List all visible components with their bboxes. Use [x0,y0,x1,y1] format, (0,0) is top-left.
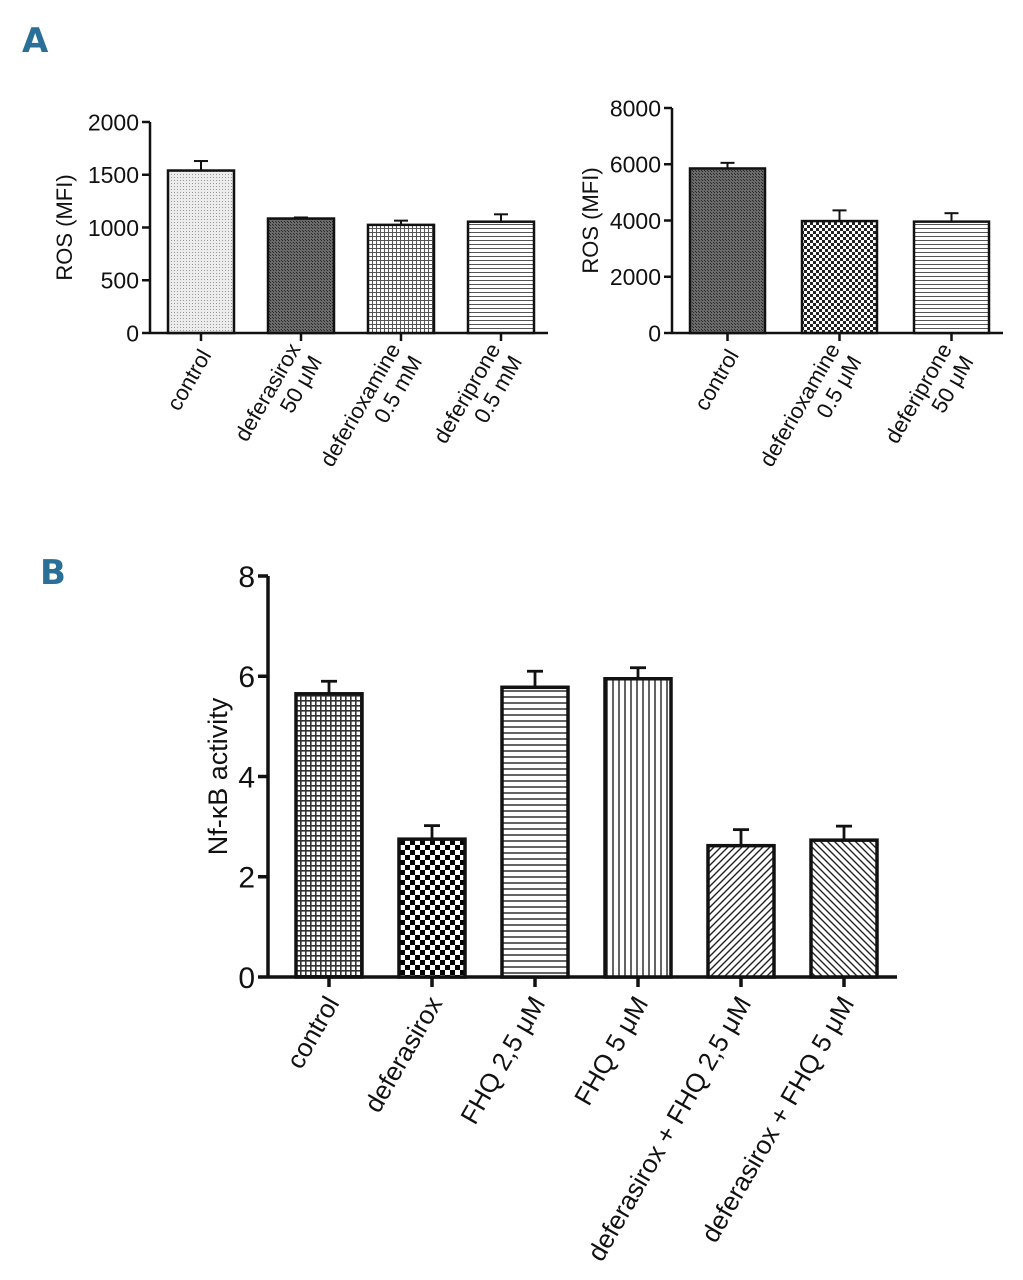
x-category-label-line: control [689,345,744,415]
bar [603,677,673,979]
x-category-label-line: FHQ 5 μM [568,991,654,1110]
x-category-label: control [280,991,345,1074]
bar [466,220,536,335]
x-category-label: deferasirox50 μM [229,339,327,458]
y-tick-label: 4 [238,761,255,794]
x-category-label: deferioxamine0.5 mM [315,339,427,484]
y-tick-label: 0 [238,962,255,995]
y-tick-label: 6000 [610,152,661,178]
bar [366,223,436,335]
y-tick-label: 2000 [88,109,139,135]
y-tick-label: 2 [238,862,255,895]
y-tick-label: 500 [101,268,139,294]
y-tick-label: 0 [126,320,139,346]
bar [294,692,364,979]
x-category-label: deferasirox [358,991,448,1117]
y-tick-label: 8000 [610,95,661,121]
y-axis-title: ROS (MFI) [52,174,77,280]
x-category-label: deferioxamine0.5 μM [754,339,866,484]
y-tick-label: 4000 [610,208,661,234]
x-category-label-line: FHQ 2,5 μM [454,991,551,1129]
bar [809,838,879,979]
x-category-label: control [689,345,744,415]
x-category-label: FHQ 5 μM [568,991,654,1110]
bar [397,837,467,979]
x-category-label: FHQ 2,5 μM [454,991,551,1129]
chart-a-left-ros: 0 500 1000 1500 2000 ROS (MFI) control deferasi… [52,109,548,484]
y-axis-title: Nf-κB activity [203,697,233,855]
bar [688,167,767,335]
x-category-label-line: deferasirox [358,991,448,1117]
y-tick-label: 1500 [88,162,139,188]
panel-label-a: A [22,21,49,61]
y-tick-label: 1000 [88,215,139,241]
bar [800,219,879,335]
y-tick-label: 6 [238,661,255,694]
panel-label-b: B [40,553,66,593]
bar [912,220,991,335]
x-category-label: deferiprone50 μM [880,339,979,460]
bar [166,169,236,335]
x-category-label: deferiprone0.5 mM [428,339,527,460]
chart-a-right-ros: 0 2000 4000 6000 8000 ROS (MFI) control deferio… [578,95,1003,484]
y-axis-title: ROS (MFI) [578,167,603,273]
y-tick-label: 0 [648,320,661,346]
x-category-label-line: control [280,991,345,1074]
bar [266,217,336,335]
y-tick-label: 8 [238,561,255,594]
bar [500,685,570,979]
bar [706,843,776,979]
x-category-label: control [162,345,217,415]
x-category-label-line: control [162,345,217,415]
y-tick-label: 2000 [610,264,661,290]
